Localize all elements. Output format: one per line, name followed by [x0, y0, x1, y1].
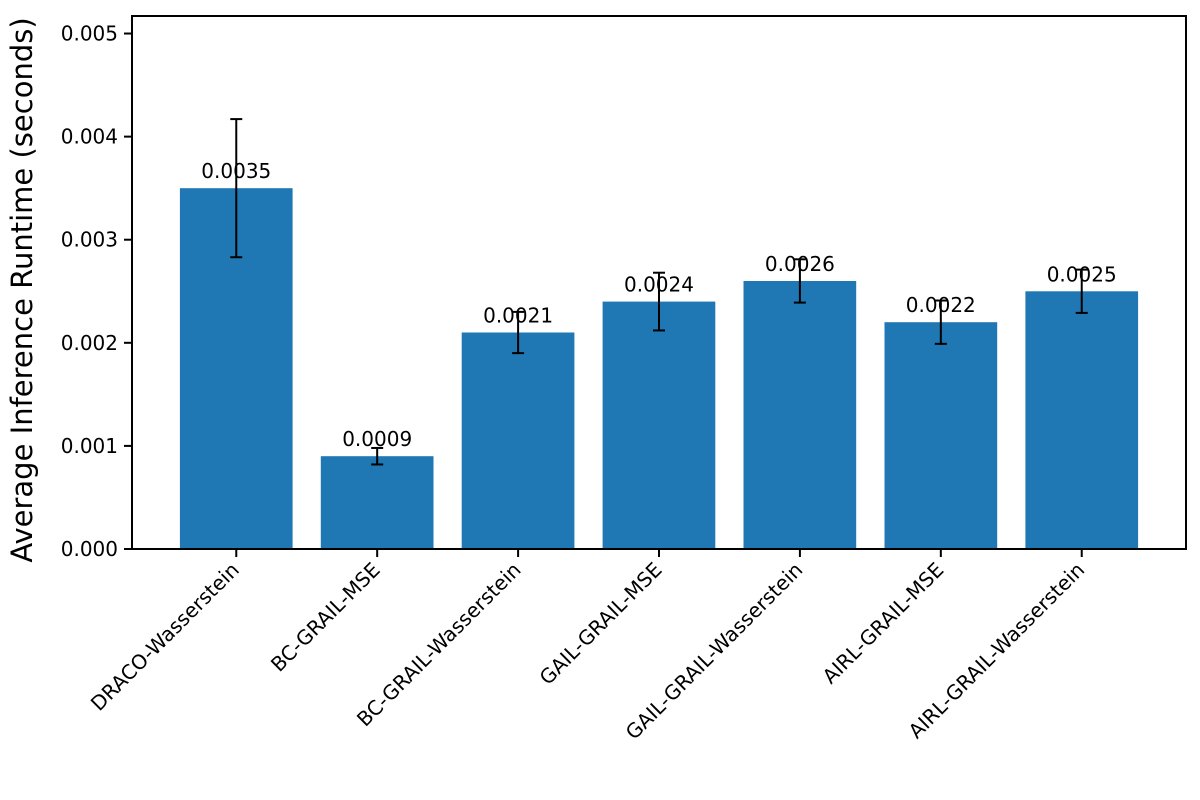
bar-BC-GRAIL-Wasserstein	[461, 332, 575, 549]
bars-layer	[179, 188, 1139, 549]
y-axis-title: Average Inference Runtime (seconds)	[5, 17, 39, 562]
bar-value-label: 0.0024	[624, 273, 694, 297]
bar-GAIL-GRAIL-Wasserstein	[743, 281, 857, 549]
y-tick-label: 0.002	[61, 331, 118, 355]
y-tick-label: 0.003	[61, 228, 118, 252]
bar-value-labels-layer: 0.0035 0.0009 0.0021 0.0024 0.0026 0.0022 0.00…	[201, 159, 1116, 451]
bar-value-label: 0.0009	[342, 427, 412, 451]
error-bar-GAIL-GRAIL-MSE	[653, 271, 665, 332]
bar-BC-GRAIL-MSE	[320, 456, 434, 549]
error-bar-AIRL-GRAIL-Wasserstein	[1075, 268, 1088, 314]
bar-AIRL-GRAIL-Wasserstein	[1025, 291, 1139, 549]
error-bars-layer	[230, 118, 1088, 466]
error-bar-GAIL-GRAIL-Wasserstein	[793, 258, 806, 304]
bar-AIRL-GRAIL-MSE	[884, 322, 998, 549]
bar-value-label: 0.0021	[483, 304, 553, 328]
error-bar-BC-GRAIL-MSE	[371, 446, 384, 466]
bar-GAIL-GRAIL-MSE	[602, 301, 716, 549]
bar-value-label: 0.0022	[906, 293, 976, 317]
error-bar-BC-GRAIL-Wasserstein	[512, 310, 525, 355]
error-bar-AIRL-GRAIL-MSE	[934, 299, 947, 345]
y-axis: 0.000 0.001 0.002 0.003 0.004 0.005	[61, 22, 132, 561]
y-tick-label: 0.005	[61, 22, 118, 46]
bar-value-label: 0.0025	[1047, 262, 1117, 286]
bar-value-label: 0.0026	[765, 252, 835, 276]
y-tick-label: 0.000	[61, 537, 118, 561]
y-tick-label: 0.004	[61, 125, 118, 149]
bar-value-label: 0.0035	[201, 159, 271, 183]
y-tick-label: 0.001	[61, 434, 118, 458]
error-bar-DRACO-Wasserstein	[230, 118, 243, 259]
